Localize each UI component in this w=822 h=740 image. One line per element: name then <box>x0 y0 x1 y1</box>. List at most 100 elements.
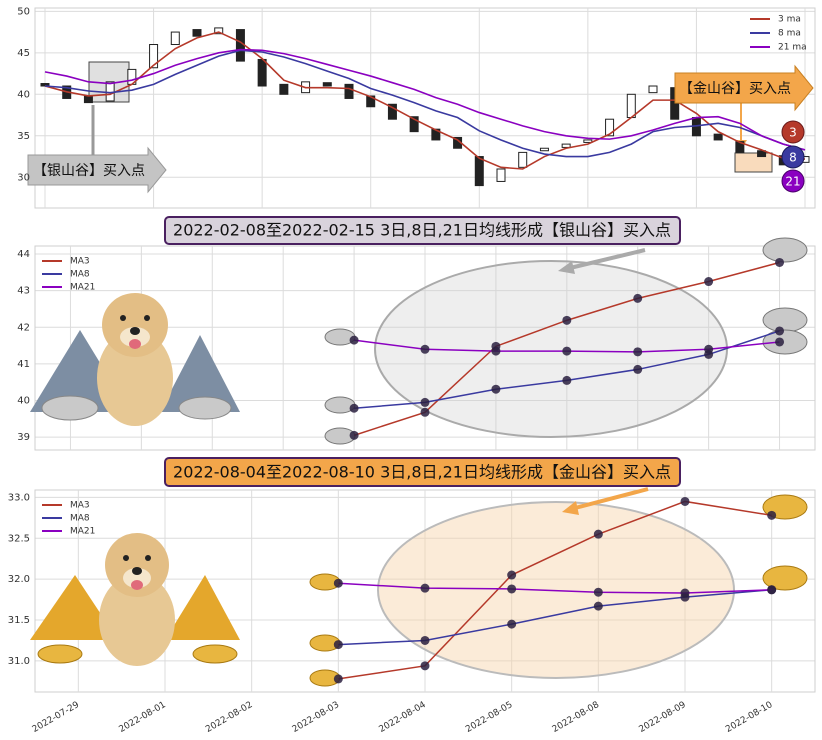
candle <box>279 83 289 95</box>
dog-tongue <box>131 580 143 590</box>
dog-eye <box>144 315 150 321</box>
candle <box>40 83 50 87</box>
ma-line <box>338 589 772 646</box>
ma-line <box>44 49 806 158</box>
dog-body <box>99 574 175 666</box>
badge-label: 3 <box>789 126 797 140</box>
pointer-arrow <box>574 487 649 510</box>
point <box>633 293 643 303</box>
legend-label: 8 ma <box>778 29 801 39</box>
point <box>420 397 430 407</box>
gold-ingot <box>37 644 83 664</box>
x-tick-label: 2022-08-10 <box>724 700 775 735</box>
point <box>767 510 777 520</box>
point <box>775 337 785 347</box>
point <box>491 384 501 394</box>
badge <box>781 120 805 144</box>
decorations <box>30 61 808 687</box>
legend-label: MA8 <box>70 270 90 280</box>
y-tick-label: 44 <box>17 249 30 260</box>
point <box>775 326 785 336</box>
point <box>491 346 501 356</box>
point <box>349 403 359 413</box>
x-tick-label: 2022-08-02 <box>204 700 254 735</box>
candle <box>474 156 484 187</box>
y-tick-label: 40 <box>17 396 30 407</box>
badge-label: 21 <box>785 175 800 189</box>
candle <box>561 143 571 148</box>
dog-eye <box>123 555 129 561</box>
candle <box>713 133 723 141</box>
dog-muzzle <box>123 568 151 588</box>
candle <box>149 44 159 69</box>
gold-box <box>734 152 773 173</box>
y-tick-label: 31.5 <box>8 615 30 626</box>
point <box>420 583 430 593</box>
badge-label: 8 <box>789 151 797 165</box>
pointer-arrow <box>569 248 646 270</box>
x-tick-label: 2022-08-09 <box>637 700 688 735</box>
gold-ingot <box>192 644 238 664</box>
candle <box>648 85 658 94</box>
candle <box>518 151 528 168</box>
candle <box>322 82 332 87</box>
y-tick-label: 33.0 <box>8 492 30 503</box>
point <box>562 315 572 325</box>
point <box>420 344 430 354</box>
candle <box>626 93 636 119</box>
point <box>562 346 572 356</box>
annotation-arrow <box>27 146 167 194</box>
point <box>420 661 430 671</box>
mountain <box>160 335 240 412</box>
title-box <box>164 457 681 487</box>
point <box>507 619 517 629</box>
title-box <box>164 216 681 245</box>
silver-ingot <box>762 237 808 263</box>
point <box>633 364 643 374</box>
candle <box>539 147 549 152</box>
plot-frame <box>34 7 816 209</box>
legend-label: MA3 <box>70 501 90 511</box>
y-tick-label: 43 <box>17 286 30 297</box>
point <box>775 257 785 267</box>
point <box>420 635 430 645</box>
point <box>333 578 343 588</box>
legend-label: MA21 <box>70 527 95 537</box>
point <box>507 570 517 580</box>
y-tick-label: 30 <box>17 172 30 183</box>
y-tick-label: 42 <box>17 322 30 333</box>
x-tick-label: 2022-08-08 <box>551 700 602 735</box>
dog-body <box>97 330 173 426</box>
gold-ingot <box>762 565 808 591</box>
point <box>593 601 603 611</box>
y-tick-label: 40 <box>17 89 30 100</box>
point <box>333 674 343 684</box>
dog-eye <box>145 555 151 561</box>
ma-line <box>44 48 806 151</box>
candle <box>235 29 245 62</box>
y-tick-label: 50 <box>17 6 30 17</box>
candle <box>170 31 180 46</box>
candle <box>583 139 593 143</box>
x-tick-label: 2022-08-05 <box>464 700 514 735</box>
point <box>704 344 714 354</box>
gold-pyramid <box>30 575 118 640</box>
dog-tongue <box>129 339 141 349</box>
x-tick-label: 2022-08-01 <box>117 700 167 735</box>
pointer-head <box>562 501 579 515</box>
badge <box>781 169 805 193</box>
y-tick-label: 32.0 <box>8 574 30 585</box>
dog-muzzle <box>120 327 150 347</box>
chart-title: 2022-08-04至2022-08-10 3日,8日,21日均线形成【金山谷】… <box>173 463 671 482</box>
point <box>507 584 517 594</box>
candle <box>257 58 267 87</box>
badge <box>781 145 805 169</box>
candle <box>387 103 397 120</box>
candle <box>105 81 115 102</box>
ma-line <box>338 582 772 594</box>
pointer-head <box>558 261 575 274</box>
legend-label: 21 ma <box>778 43 807 53</box>
annotation: 【银山谷】买入点 <box>33 163 145 179</box>
candle <box>605 118 615 137</box>
